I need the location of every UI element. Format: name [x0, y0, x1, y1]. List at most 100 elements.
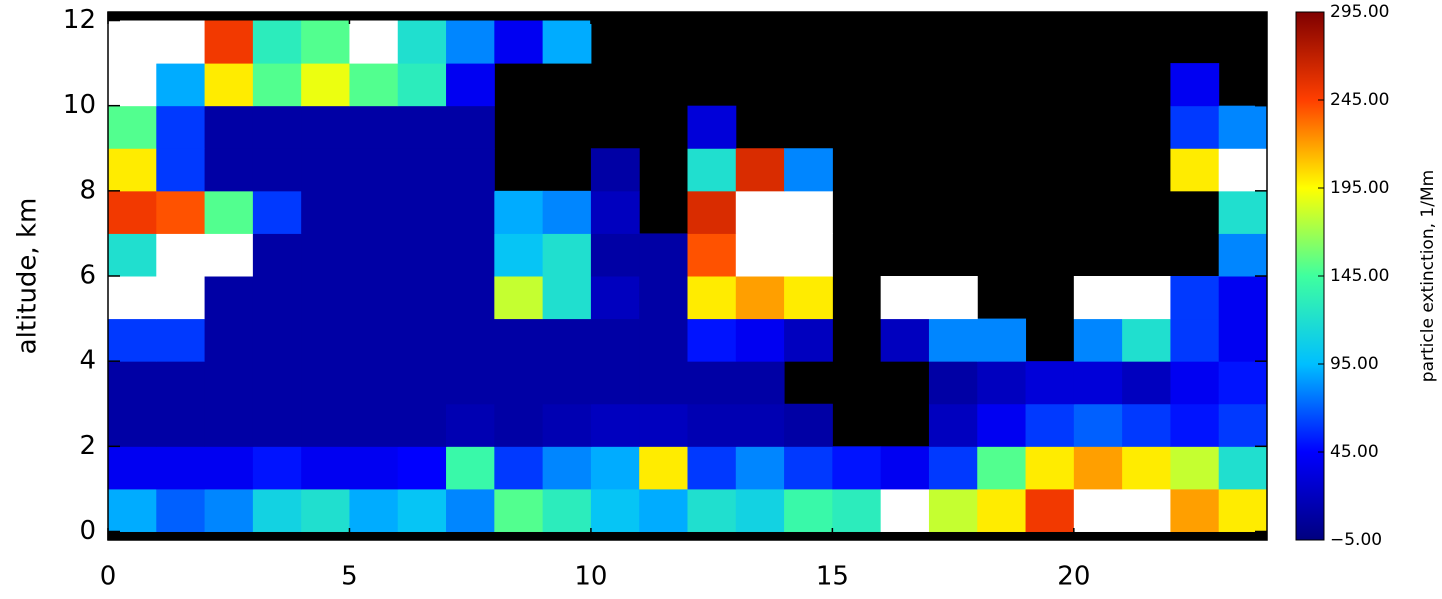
heat-cell	[639, 318, 688, 362]
heat-cell	[1122, 488, 1171, 532]
colorbar-tick-label: 295.00	[1330, 2, 1389, 22]
y-axis-label: altitude, km	[13, 198, 43, 355]
heat-cell	[204, 403, 254, 447]
heat-cell	[156, 488, 206, 532]
heat-cell	[639, 233, 688, 277]
heat-cell	[108, 403, 157, 447]
heat-cell	[397, 361, 447, 405]
heat-cell	[1218, 403, 1268, 447]
heat-cell	[252, 105, 302, 149]
heat-cell	[108, 190, 157, 234]
heat-cell	[301, 446, 350, 490]
heat-cell	[542, 318, 592, 362]
heat-cell	[735, 276, 785, 320]
heat-cell	[1122, 403, 1171, 447]
heat-cell	[252, 190, 302, 234]
heat-cell	[108, 318, 157, 362]
heat-cell	[832, 488, 882, 532]
heat-cell	[1218, 318, 1268, 362]
heat-cell	[301, 105, 350, 149]
heat-cell	[977, 361, 1027, 405]
heat-cell	[735, 190, 785, 234]
heat-cell	[301, 488, 350, 532]
heat-cell	[349, 403, 399, 447]
heat-cell	[735, 403, 785, 447]
heat-cell	[156, 20, 206, 64]
heat-cell	[735, 233, 785, 277]
heat-cell	[494, 20, 544, 64]
heat-cell	[204, 105, 254, 149]
x-tick-label: 10	[574, 562, 607, 592]
heat-cell	[301, 318, 350, 362]
heat-cell	[446, 20, 495, 64]
heat-cell	[735, 361, 785, 405]
heat-cell	[349, 361, 399, 405]
colorbar-tick-label: 45.00	[1330, 442, 1379, 462]
heat-cell	[252, 233, 302, 277]
heat-cell	[446, 233, 495, 277]
heat-cell	[880, 446, 930, 490]
heat-cell	[349, 233, 399, 277]
heat-cell	[494, 446, 544, 490]
heat-cell	[301, 148, 350, 192]
heat-cell	[590, 488, 640, 532]
heat-cell	[397, 318, 447, 362]
heat-cell	[1218, 190, 1268, 234]
heat-cell	[446, 190, 495, 234]
x-tick-label: 0	[100, 562, 117, 592]
heat-cell	[1218, 148, 1268, 192]
heat-cell	[1073, 446, 1123, 490]
heat-cell	[349, 63, 399, 107]
heat-cell	[687, 233, 737, 277]
heat-cell	[928, 361, 978, 405]
heat-cell	[446, 446, 495, 490]
heat-cell	[542, 446, 592, 490]
heat-cell	[928, 446, 978, 490]
heat-cell	[446, 403, 495, 447]
heat-cell	[397, 190, 447, 234]
heat-cell	[1073, 403, 1123, 447]
heat-cell	[1073, 488, 1123, 532]
heat-cell	[590, 403, 640, 447]
heat-cell	[880, 488, 930, 532]
heat-cell	[687, 105, 737, 149]
heat-cell	[928, 403, 978, 447]
heat-cell	[204, 190, 254, 234]
heat-cell	[1122, 446, 1171, 490]
heat-cell	[204, 446, 254, 490]
heat-cell	[928, 276, 978, 320]
heat-cell	[735, 318, 785, 362]
heat-cell	[1170, 63, 1220, 107]
heat-cell	[252, 318, 302, 362]
heat-cell	[1170, 148, 1220, 192]
heat-cell	[977, 446, 1027, 490]
heat-cell	[784, 276, 833, 320]
heat-cell	[252, 276, 302, 320]
heat-cell	[301, 276, 350, 320]
heat-cell	[1170, 403, 1220, 447]
heat-cell	[1218, 488, 1268, 532]
heat-cell	[397, 276, 447, 320]
heat-cell	[590, 361, 640, 405]
heat-cell	[252, 361, 302, 405]
heat-cell	[1170, 488, 1220, 532]
heat-cell	[590, 148, 640, 192]
heat-cell	[590, 318, 640, 362]
y-tick-label: 8	[79, 175, 96, 205]
heat-cell	[301, 63, 350, 107]
heat-cell	[542, 403, 592, 447]
heat-cell	[590, 276, 640, 320]
heat-cell	[446, 488, 495, 532]
heat-cell	[784, 488, 833, 532]
x-tick-label: 5	[341, 562, 358, 592]
heat-cell	[687, 148, 737, 192]
heat-cell	[204, 233, 254, 277]
heat-cell	[590, 446, 640, 490]
heat-cell	[349, 446, 399, 490]
colorbar-tick-label: 145.00	[1330, 266, 1389, 286]
heat-cell	[1218, 361, 1268, 405]
heat-cell	[108, 276, 157, 320]
heat-cell	[687, 276, 737, 320]
heat-cell	[446, 361, 495, 405]
heat-cell	[784, 318, 833, 362]
